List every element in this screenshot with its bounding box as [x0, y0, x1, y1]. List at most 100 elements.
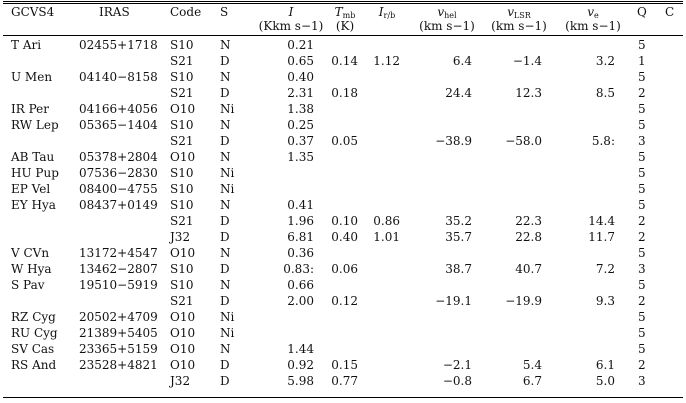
cell-q: 5	[638, 150, 646, 164]
table-row: W Hya 13462−2807 S10 D 0.83: 0.06 38.7 40.7 7.2 3	[0, 262, 686, 278]
cell-code: S21	[170, 54, 194, 68]
table-row: S21 D 0.65 0.14 1.12 6.4 −1.4 3.2 1	[0, 54, 686, 70]
col-s-header: S	[220, 5, 229, 19]
table-row: RZ Cyg 20502+4709 O10 Ni 5	[0, 310, 686, 326]
cell-i: 2.31	[287, 86, 314, 100]
cell-i: 0.21	[287, 38, 314, 52]
cell-i: 1.38	[287, 102, 314, 116]
cell-s: D	[220, 262, 230, 276]
table-top-rule-double	[3, 3, 683, 4]
cell-iras: 19510−5919	[79, 278, 158, 292]
cell-vhel: −2.1	[442, 358, 472, 372]
cell-s: D	[220, 294, 230, 308]
cell-code: O10	[170, 326, 196, 340]
cell-q: 5	[638, 278, 646, 292]
cell-iras: 23528+4821	[79, 358, 158, 372]
cell-vlsr: −1.4	[512, 54, 542, 68]
table-row: AB Tau 05378+2804 O10 N 1.35 5	[0, 150, 686, 166]
col-vhel-header: vhel	[414, 5, 480, 23]
cell-q: 5	[638, 182, 646, 196]
cell-iras: 04166+4056	[79, 102, 158, 116]
cell-vhel: 35.7	[445, 230, 472, 244]
cell-i: 0.36	[287, 246, 314, 260]
col-q-header: Q	[637, 5, 647, 19]
cell-gcvs4: U Men	[11, 70, 53, 84]
cell-s: D	[220, 214, 230, 228]
cell-s: Ni	[220, 326, 235, 340]
cell-q: 2	[638, 86, 646, 100]
cell-iras: 08400−4755	[79, 182, 158, 196]
cell-i: 0.66	[287, 278, 314, 292]
cell-s: N	[220, 150, 231, 164]
cell-s: D	[220, 358, 230, 372]
cell-ve: 8.5	[595, 86, 615, 100]
cell-gcvs4: SV Cas	[11, 342, 55, 356]
cell-gcvs4: RS And	[11, 358, 57, 372]
cell-iras: 23365+5159	[79, 342, 158, 356]
cell-i: 1.96	[287, 214, 314, 228]
col-ve-header: ve	[558, 5, 628, 23]
cell-s: Ni	[220, 166, 235, 180]
col-iras-header: IRAS	[99, 5, 130, 19]
col-vhel-unit: (km s−1)	[419, 19, 475, 33]
table-row: S21 D 2.31 0.18 24.4 12.3 8.5 2	[0, 86, 686, 102]
cell-vhel: 35.2	[445, 214, 472, 228]
cell-i: 0.41	[287, 198, 314, 212]
cell-ve: 14.4	[588, 214, 615, 228]
cell-gcvs4: W Hya	[11, 262, 52, 276]
col-vlsr-header: vLSR	[484, 5, 554, 23]
cell-code: S10	[170, 70, 194, 84]
cell-q: 5	[638, 166, 646, 180]
cell-ve: 9.3	[595, 294, 615, 308]
col-ve-sub: e	[594, 11, 599, 20]
table-row: U Men 04140−8158 S10 N 0.40 5	[0, 70, 686, 86]
cell-tmb: 0.10	[331, 214, 358, 228]
cell-code: S21	[170, 214, 194, 228]
cell-i: 0.40	[287, 70, 314, 84]
cell-q: 2	[638, 358, 646, 372]
cell-gcvs4: T Ari	[11, 38, 42, 52]
col-tmb-symbol: T	[334, 5, 343, 19]
col-c-header: C	[665, 5, 675, 19]
cell-code: S10	[170, 166, 194, 180]
cell-code: S21	[170, 294, 194, 308]
cell-tmb: 0.05	[331, 134, 358, 148]
cell-s: D	[220, 230, 230, 244]
cell-s: Ni	[220, 310, 235, 324]
cell-s: N	[220, 278, 231, 292]
cell-i: 1.44	[287, 342, 314, 356]
cell-i: 0.65	[287, 54, 314, 68]
col-ve-unit: (km s−1)	[565, 19, 621, 33]
cell-gcvs4: IR Per	[11, 102, 49, 116]
cell-code: S10	[170, 278, 194, 292]
cell-q: 5	[638, 326, 646, 340]
cell-i: 0.25	[287, 118, 314, 132]
cell-code: O10	[170, 246, 196, 260]
cell-i: 2.00	[287, 294, 314, 308]
cell-iras: 13462−2807	[79, 262, 158, 276]
table-row: EP Vel 08400−4755 S10 Ni 5	[0, 182, 686, 198]
table-row: HU Pup 07536−2830 S10 Ni 5	[0, 166, 686, 182]
cell-vlsr: 5.4	[522, 358, 542, 372]
cell-iras: 20502+4709	[79, 310, 158, 324]
col-i-header: I	[250, 5, 332, 19]
cell-i: 6.81	[287, 230, 314, 244]
cell-s: D	[220, 54, 230, 68]
header-rule	[3, 35, 683, 36]
cell-code: J32	[170, 230, 191, 244]
cell-tmb: 0.40	[331, 230, 358, 244]
table-row: RU Cyg 21389+5405 O10 Ni 5	[0, 326, 686, 342]
cell-iras: 04140−8158	[79, 70, 158, 84]
cell-iras: 02455+1718	[79, 38, 158, 52]
cell-code: J32	[170, 374, 191, 388]
table-row: S21 D 0.37 0.05 −38.9 −58.0 5.8: 3	[0, 134, 686, 150]
cell-q: 5	[638, 38, 646, 52]
cell-ve: 7.2	[595, 262, 615, 276]
cell-s: N	[220, 118, 231, 132]
table-row: IR Per 04166+4056 O10 Ni 1.38 5	[0, 102, 686, 118]
cell-q: 5	[638, 310, 646, 324]
cell-irb: 0.86	[373, 214, 400, 228]
cell-i: 1.35	[287, 150, 314, 164]
table-row: J32 D 6.81 0.40 1.01 35.7 22.8 11.7 2	[0, 230, 686, 246]
cell-s: D	[220, 86, 230, 100]
